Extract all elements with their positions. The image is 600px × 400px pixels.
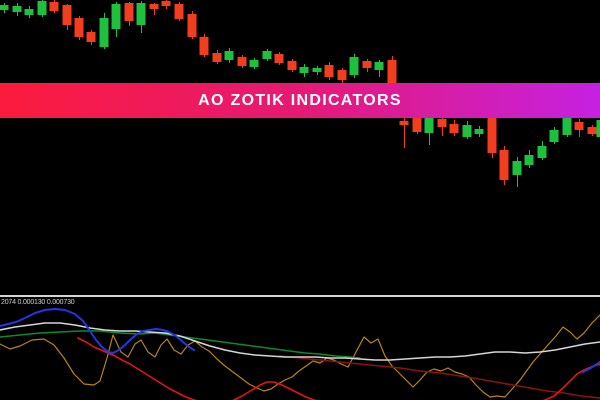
- promo-banner: AO ZOTIK INDICATORS: [0, 83, 600, 118]
- candle-up: [24, 9, 34, 15]
- candle-up: [596, 120, 600, 137]
- indicator-line-green-ma: [0, 330, 361, 359]
- candle-up: [224, 51, 234, 60]
- candle-up: [0, 5, 9, 10]
- candle-down: [587, 127, 597, 134]
- candle-down: [387, 60, 397, 92]
- candle-down: [49, 2, 59, 11]
- candle-up: [512, 161, 522, 175]
- candle-up: [136, 3, 146, 25]
- candle-up: [349, 57, 359, 75]
- candle-down: [62, 5, 72, 25]
- candle-down: [487, 116, 497, 153]
- candle-down: [199, 37, 209, 55]
- candle-up: [262, 51, 272, 59]
- candle-down: [149, 4, 159, 9]
- candle-down: [212, 53, 222, 62]
- candle-down: [362, 61, 372, 68]
- candle-down: [174, 4, 184, 19]
- candle-up: [111, 4, 121, 29]
- candle-down: [287, 61, 297, 70]
- candle-down: [437, 119, 447, 127]
- candle-up: [562, 116, 572, 135]
- candle-down: [124, 3, 134, 21]
- candle-up: [424, 112, 434, 133]
- candle-up: [312, 68, 322, 72]
- indicator-line-blue-fast: [0, 308, 195, 354]
- candle-up: [374, 62, 384, 70]
- candle-down: [499, 150, 509, 180]
- candle-up: [12, 6, 22, 12]
- candle-up: [524, 155, 534, 165]
- indicator-line-maroon-slow-signal: [279, 355, 600, 399]
- candlestick-series: [0, 0, 600, 187]
- candle-down: [412, 110, 422, 132]
- indicator-values-label: 2074 0.000130 0.000730: [1, 299, 75, 306]
- candle-up: [299, 67, 309, 73]
- candle-down: [337, 70, 347, 80]
- candle-down: [187, 14, 197, 37]
- candle-down: [161, 1, 171, 6]
- indicator-line-red-signal: [77, 337, 600, 400]
- promo-banner-title: AO ZOTIK INDICATORS: [198, 91, 402, 109]
- candle-down: [399, 121, 409, 125]
- candle-up: [474, 129, 484, 134]
- indicator-line-blue-fast-right: [582, 361, 600, 373]
- candle-up: [37, 1, 47, 15]
- candle-down: [74, 18, 84, 37]
- candle-down: [449, 124, 459, 133]
- candle-down: [237, 57, 247, 66]
- candle-down: [574, 122, 584, 130]
- candle-up: [99, 18, 109, 47]
- candle-down: [324, 65, 334, 77]
- candle-down: [274, 54, 284, 63]
- candle-up: [537, 146, 547, 158]
- candle-down: [86, 32, 96, 42]
- candle-up: [549, 130, 559, 142]
- oscillator-pane-lines: [0, 295, 600, 400]
- indicator-line-white-ma: [0, 322, 600, 361]
- candle-up: [249, 60, 259, 67]
- candle-up: [462, 125, 472, 137]
